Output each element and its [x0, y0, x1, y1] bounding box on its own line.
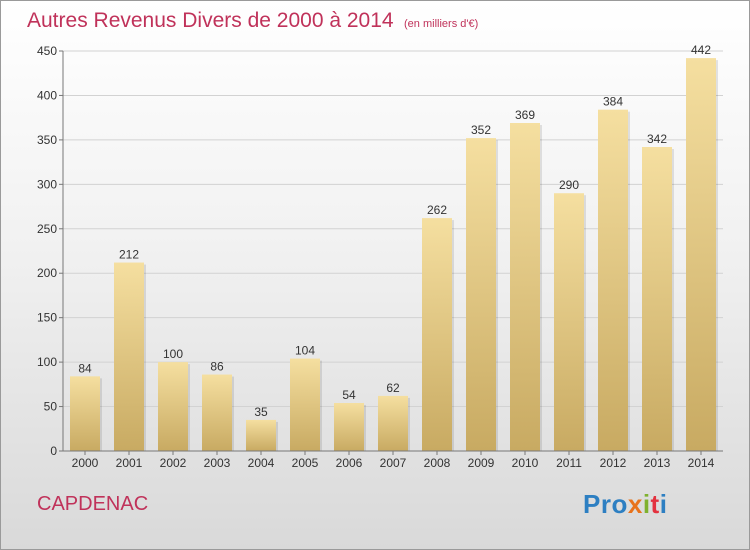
- x-tick-label: 2003: [204, 456, 231, 470]
- bar: [378, 395, 408, 451]
- bar: [334, 403, 364, 451]
- data-label: 84: [78, 361, 92, 375]
- bar: [642, 147, 672, 451]
- y-tick-label: 400: [37, 88, 57, 102]
- x-tick-label: 2002: [160, 456, 187, 470]
- proxiti-logo[interactable]: Proxiti: [583, 489, 667, 520]
- data-label: 62: [386, 381, 400, 395]
- y-tick-label: 450: [37, 44, 57, 58]
- bar: [246, 419, 276, 451]
- y-tick-label: 350: [37, 133, 57, 147]
- x-tick-label: 2007: [380, 456, 407, 470]
- y-tick-label: 50: [44, 400, 58, 414]
- data-label: 35: [254, 405, 268, 419]
- bar: [554, 193, 584, 451]
- x-tick-label: 2005: [292, 456, 319, 470]
- data-label: 212: [119, 248, 139, 262]
- x-tick-label: 2012: [600, 456, 627, 470]
- y-tick-label: 150: [37, 311, 57, 325]
- logo-part-4: t: [650, 489, 660, 519]
- x-tick-label: 2010: [512, 456, 539, 470]
- y-tick-label: 300: [37, 177, 57, 191]
- x-tick-label: 2011: [556, 456, 582, 470]
- data-label: 352: [471, 123, 491, 137]
- data-label: 104: [295, 344, 315, 358]
- data-label: 54: [342, 388, 356, 402]
- bar: [114, 262, 144, 451]
- x-tick-label: 2004: [248, 456, 275, 470]
- data-label: 290: [559, 178, 579, 192]
- bar: [202, 374, 232, 451]
- bar: [466, 138, 496, 451]
- data-label: 369: [515, 108, 535, 122]
- y-tick-label: 250: [37, 222, 57, 236]
- bar: [422, 218, 452, 451]
- axes: 0 50 100 150 200 250 300 350 400 450 2000 2001 2002 2…: [37, 44, 723, 470]
- x-tick-label: 2008: [424, 456, 451, 470]
- title-unit: (en milliers d'€): [404, 18, 479, 30]
- chart-title: Autres Revenus Divers de 2000 à 2014 (en…: [27, 9, 478, 33]
- y-tick-label: 0: [50, 444, 57, 458]
- data-label: 342: [647, 132, 667, 146]
- bar: [686, 58, 716, 451]
- bar: [510, 123, 540, 451]
- logo-part-3: i: [642, 489, 651, 519]
- data-label: 86: [210, 360, 224, 374]
- data-label: 384: [603, 95, 623, 109]
- logo-part-1: Pro: [583, 489, 628, 519]
- y-tick-label: 100: [37, 355, 57, 369]
- bar: [158, 362, 188, 451]
- x-tick-label: 2009: [468, 456, 495, 470]
- bar: [598, 109, 628, 452]
- bars: 84 212 100 86 35 104 54 62 262 352 369 290 384 342 442: [70, 43, 718, 452]
- logo-part-5: i: [659, 489, 668, 519]
- x-tick-label: 2013: [644, 456, 671, 470]
- city-name: CAPDENAC: [37, 493, 149, 515]
- x-tick-label: 2001: [116, 456, 143, 470]
- title-main: Autres Revenus Divers de 2000 à 2014: [27, 9, 394, 32]
- data-label: 442: [691, 43, 711, 57]
- bar: [70, 376, 100, 451]
- data-label: 262: [427, 203, 447, 217]
- y-tick-label: 200: [37, 266, 57, 280]
- bar: [290, 358, 320, 451]
- x-tick-label: 2014: [688, 456, 715, 470]
- x-tick-label: 2006: [336, 456, 363, 470]
- logo-part-2: x: [627, 489, 643, 519]
- data-label: 100: [163, 347, 183, 361]
- x-tick-label: 2000: [72, 456, 99, 470]
